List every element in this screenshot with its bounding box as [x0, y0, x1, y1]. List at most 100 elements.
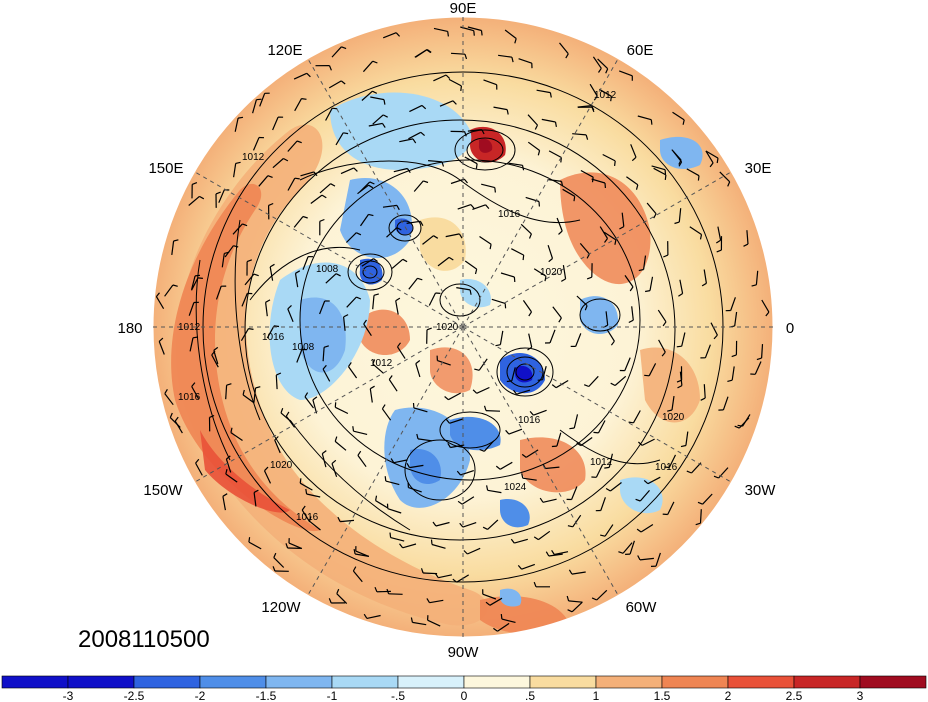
wind-barb-flag: [644, 374, 650, 377]
longitude-label: 60W: [626, 599, 658, 616]
wind-barb: [668, 454, 677, 468]
wind-barb-flag: [373, 258, 378, 262]
wind-barb-flag: [510, 538, 515, 544]
wind-barb: [671, 149, 682, 161]
wind-barb: [562, 188, 576, 197]
wind-barb-flag: [629, 286, 634, 292]
wind-barb: [702, 493, 713, 505]
wind-barb-flag: [410, 617, 413, 623]
wind-barb-flag: [242, 389, 245, 396]
wind-barb-flag: [521, 453, 527, 458]
longitude-label: 90W: [448, 644, 480, 661]
wind-barb: [372, 114, 384, 125]
wind-barb: [382, 204, 397, 208]
wind-barb: [589, 83, 598, 97]
isobar-labels: 1012 1012 1016 1008 1016 1020 1012 1008 …: [178, 90, 685, 523]
wind-barb-flag: [264, 466, 269, 472]
wind-barb: [705, 150, 714, 164]
wind-barb: [322, 368, 331, 382]
wind-barb: [240, 328, 250, 342]
wind-barb: [304, 396, 314, 409]
wind-barb-flag: [505, 429, 510, 435]
wind-barb-flag: [448, 256, 454, 261]
wind-barb-flag: [533, 581, 537, 588]
isobar-label: 1020: [540, 267, 563, 278]
wind-barb: [579, 243, 590, 255]
color-bar-tick-label: 3: [857, 689, 864, 702]
wind-barb: [606, 329, 615, 342]
color-bar: -3 -2.5 -2 -1.5 -1 -.5 0 .5 1 1.5 2 2.5 3: [1, 675, 927, 702]
wind-barb: [215, 285, 222, 300]
wind-barb: [450, 444, 465, 449]
wind-barb-flag: [591, 105, 595, 111]
wind-barb: [448, 78, 462, 87]
wind-barb: [554, 551, 569, 556]
wind-barb-flag: [635, 184, 639, 190]
wind-barb-flag: [661, 351, 666, 357]
wind-barb-flag: [457, 500, 463, 505]
wind-barb: [293, 72, 308, 80]
color-bar-tick-label: 2: [725, 689, 732, 702]
wind-barb: [525, 196, 540, 203]
wind-barb-flag: [273, 325, 280, 328]
color-bar-swatch: [133, 675, 201, 689]
wind-barb: [485, 410, 501, 412]
wind-barb: [640, 523, 654, 533]
wind-barb-flag: [330, 183, 336, 187]
wind-barb: [390, 537, 405, 542]
wind-barb: [310, 194, 323, 204]
wind-barb: [422, 235, 434, 245]
wind-barb: [218, 189, 225, 203]
wind-barb: [572, 133, 587, 136]
wind-barb-flag: [406, 168, 411, 174]
cold-anomaly-areas: [269, 92, 703, 607]
wind-barb: [678, 208, 682, 223]
isobar-label: 1016: [296, 512, 319, 523]
wind-barb: [301, 509, 311, 523]
wind-barb-flag: [560, 181, 564, 187]
wind-barb-flag: [267, 175, 273, 178]
wind-barb: [369, 388, 373, 403]
wind-barb: [547, 245, 554, 259]
wind-barb: [651, 165, 666, 171]
wind-barb: [386, 227, 398, 238]
wind-barb-flag: [743, 243, 749, 247]
wind-barb: [287, 308, 294, 323]
longitude-label: 120W: [261, 599, 301, 616]
wind-barb: [508, 162, 523, 166]
wind-barb-flag: [302, 215, 308, 219]
wind-barb-flag: [558, 230, 563, 235]
wind-barb-flag: [709, 162, 714, 168]
wind-barb: [445, 233, 460, 238]
wind-barb: [717, 226, 722, 241]
color-bar-swatch: [67, 675, 135, 689]
wind-barb-flag: [305, 488, 308, 495]
wind-barb-flag: [299, 478, 302, 484]
wind-barb-flag: [682, 119, 685, 125]
wind-barb: [449, 418, 463, 424]
wind-barb: [190, 277, 199, 291]
wind-barb-flag: [256, 98, 262, 101]
wind-barb-flag: [301, 505, 306, 511]
isobar-label: 1016: [178, 392, 201, 403]
wind-barb: [511, 367, 516, 382]
wind-barb: [556, 432, 562, 447]
date-label: 2008110500: [78, 626, 210, 653]
wind-barb-flag: [545, 551, 550, 557]
wind-barb: [538, 530, 551, 541]
color-bar-tick-label: -2.5: [124, 689, 145, 702]
wind-barb: [499, 461, 513, 470]
wind-barb: [431, 543, 446, 549]
wind-barb: [632, 410, 641, 424]
wind-barb-flag: [513, 389, 518, 395]
wind-barb-flag: [416, 433, 419, 440]
wind-barb: [429, 599, 444, 604]
wind-barb-flag: [527, 346, 533, 351]
wind-barb-flag: [480, 30, 483, 36]
wind-barb-flag: [534, 124, 539, 130]
wind-barb-flag: [238, 116, 244, 119]
wind-barb-flag: [568, 569, 573, 575]
wind-barb: [272, 116, 279, 131]
wind-barb: [370, 96, 385, 101]
wind-barb: [450, 52, 466, 55]
